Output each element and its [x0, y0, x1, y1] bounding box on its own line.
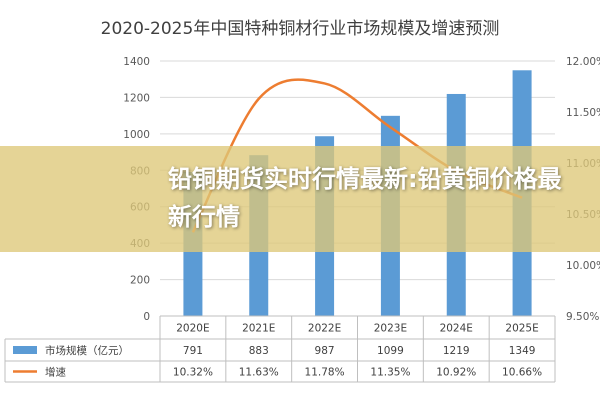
y-tick-label: 1200 [123, 92, 150, 104]
legend-label-line: 增速 [45, 366, 66, 379]
x-tick-label: 2022E [308, 323, 341, 335]
bar-data-label: 1099 [377, 345, 404, 357]
data-table: 2020E 2021E 2022E 2023E 2024E 2025E 市场规模（亿元） 增速… [4, 315, 556, 383]
y-tick-label: 1400 [123, 56, 150, 68]
x-tick-label: 2020E [176, 323, 209, 335]
bar-data-label: 1219 [443, 345, 470, 357]
bar-data-label: 883 [249, 345, 269, 357]
bar-data-label: 987 [315, 345, 335, 357]
legend-swatch-bar [13, 346, 37, 354]
y2-tick-label: 10.00% [566, 260, 600, 272]
line-data-label: 10.32% [173, 367, 213, 379]
line-data-label: 10.66% [502, 367, 542, 379]
y2-tick-label: 11.50% [566, 107, 600, 119]
y-tick-label: 200 [130, 275, 150, 287]
line-data-label: 10.92% [436, 367, 476, 379]
legend-label-bar: 市场规模（亿元） [45, 344, 129, 357]
y-tick-label: 1000 [123, 129, 150, 141]
bar-data-label: 791 [183, 345, 203, 357]
y-tick-label: 0 [143, 311, 150, 323]
x-tick-label: 2025E [505, 323, 538, 335]
y2-tick-label: 9.50% [566, 311, 599, 323]
x-tick-label: 2024E [440, 323, 473, 335]
overlay-banner [0, 146, 600, 252]
line-data-label: 11.63% [239, 367, 279, 379]
x-tick-label: 2021E [242, 323, 275, 335]
line-data-label: 11.78% [305, 367, 345, 379]
overlay-banner-text: 铅铜期货实时行情最新:铅黄铜价格最新行情 [168, 165, 562, 231]
y2-tick-label: 12.00% [566, 56, 600, 68]
line-data-label: 11.35% [370, 367, 410, 379]
chart-title: 2020-2025年中国特种铜材行业市场规模及增速预测 [100, 19, 500, 39]
bar-data-label: 1349 [509, 345, 536, 357]
x-tick-label: 2023E [374, 323, 407, 335]
